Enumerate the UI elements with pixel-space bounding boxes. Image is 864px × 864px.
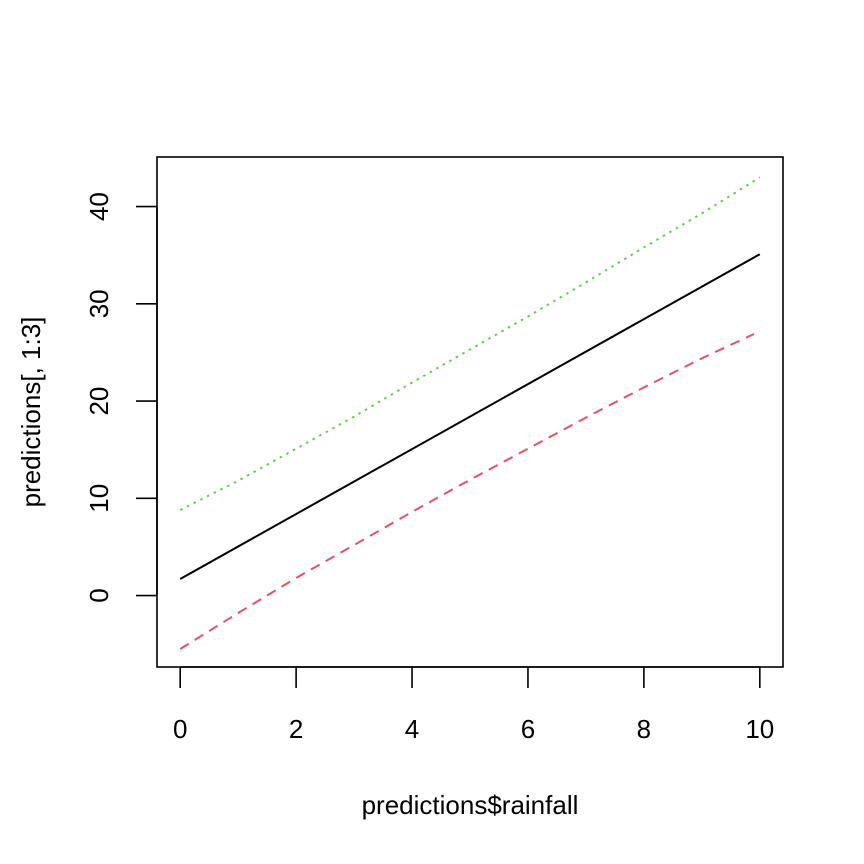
x-tick-label: 2 xyxy=(289,714,303,744)
x-tick-label: 6 xyxy=(521,714,535,744)
y-tick-label: 30 xyxy=(84,289,114,318)
series-layer xyxy=(179,176,761,650)
x-tick-label: 10 xyxy=(745,714,774,744)
series-line-solid xyxy=(179,253,761,580)
x-tick-label: 0 xyxy=(173,714,187,744)
x-axis-label: predictions$rainfall xyxy=(362,790,579,820)
x-axis: 0 2 4 6 8 10 xyxy=(173,666,774,744)
x-tick-label: 4 xyxy=(405,714,419,744)
x-tick-label: 8 xyxy=(637,714,651,744)
y-tick-label: 20 xyxy=(84,387,114,416)
y-tick-label: 40 xyxy=(84,192,114,221)
series-line-dotted xyxy=(179,176,761,511)
y-tick-label: 0 xyxy=(84,588,114,602)
y-axis: 0 10 20 30 40 xyxy=(84,192,158,603)
y-tick-label: 10 xyxy=(84,484,114,513)
y-axis-label: predictions[, 1:3] xyxy=(16,317,46,508)
